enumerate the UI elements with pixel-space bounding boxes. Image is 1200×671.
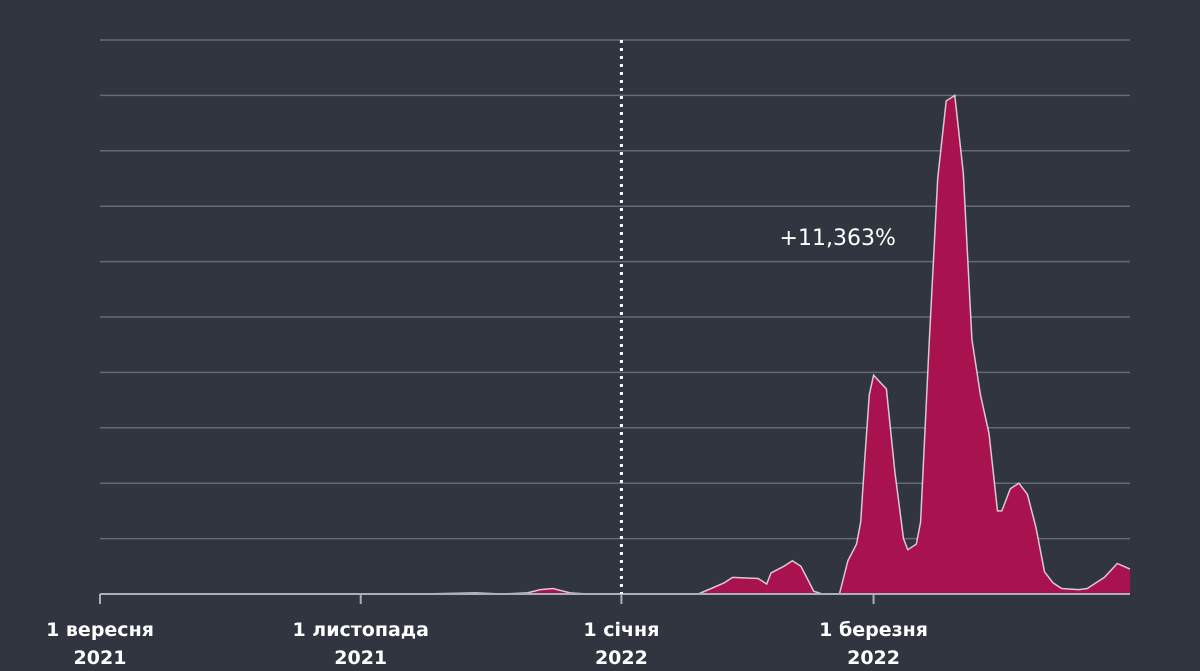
x-tick-label-line2: 2022 [595, 647, 648, 669]
x-tick-label: 1 листопада 2021 [292, 619, 429, 669]
x-tick-label: 1 березня 2022 [819, 619, 928, 669]
growth-annotation: +11,363% [780, 226, 896, 251]
x-tick-label-line1: 1 січня [583, 619, 659, 641]
x-tick-label-line1: 1 березня [819, 619, 928, 641]
x-tick-label-line1: 1 вересня [46, 619, 154, 641]
gridlines [100, 39, 1130, 540]
series-area-fill [100, 95, 1130, 595]
x-tick-label-line2: 2021 [74, 647, 127, 669]
x-tick-label: 1 вересня 2021 [46, 619, 154, 669]
x-tick-label-line2: 2021 [334, 647, 387, 669]
x-tick-label-line2: 2022 [847, 647, 900, 669]
x-tick-label: 1 січня 2022 [583, 619, 659, 669]
x-tick-label-line1: 1 листопада [292, 619, 429, 641]
